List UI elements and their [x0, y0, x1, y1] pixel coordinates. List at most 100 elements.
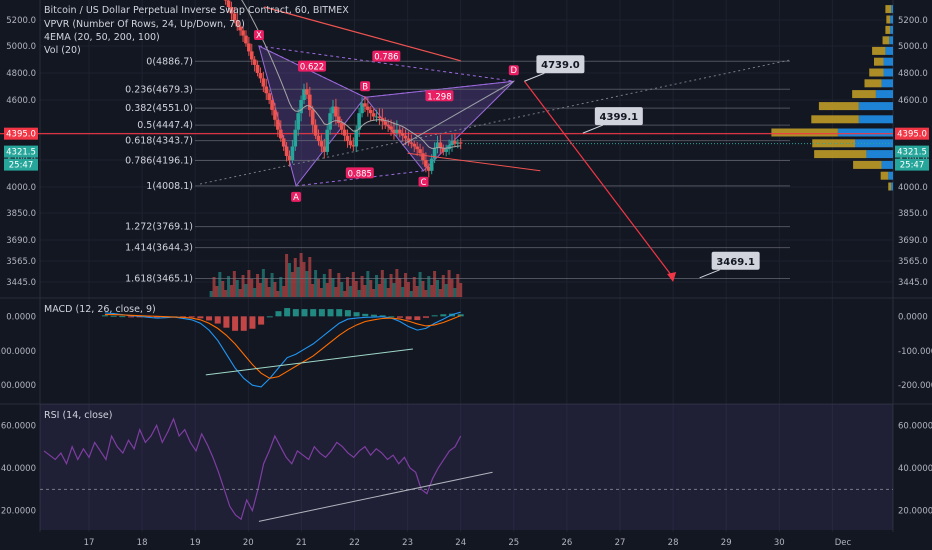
- volume-bar: [221, 281, 225, 297]
- price-right-tick: 3445.0: [898, 278, 928, 288]
- right-red-level-badge-bg: [895, 127, 929, 140]
- candle-body: [331, 106, 335, 114]
- macd-histogram-bar: [414, 316, 421, 321]
- volume-bar: [244, 284, 248, 297]
- macd-histogram-bar: [301, 309, 308, 317]
- left-countdown-badge: 25:47: [9, 161, 34, 171]
- price-right-tick: 4000.0: [898, 183, 928, 193]
- volume-bar: [264, 278, 268, 297]
- volume-bar: [302, 262, 306, 297]
- date-tick: 26: [561, 538, 572, 548]
- candle-body: [261, 78, 266, 87]
- macd-title: MACD (12, 26, close, 9): [44, 304, 156, 315]
- volume-bar: [401, 287, 405, 297]
- volume-bar: [369, 280, 373, 297]
- volume-bar: [317, 279, 321, 297]
- rsi-background-band: [40, 404, 893, 530]
- date-tick: 30: [774, 538, 785, 548]
- ratio-label: 0.885: [348, 169, 372, 179]
- ratio-label: 1.298: [427, 92, 451, 102]
- price-left-tick: 4600.0: [6, 96, 36, 106]
- fib-level-label: 0.786(4196.1): [125, 156, 193, 167]
- target-leader: [524, 72, 545, 82]
- candle-body: [328, 113, 332, 130]
- date-tick: 25: [508, 538, 519, 548]
- vpvr-up-bar: [858, 102, 893, 111]
- volume-bar: [319, 288, 323, 297]
- macd-histogram-bar: [127, 316, 134, 318]
- macd-histogram-bar: [396, 316, 403, 318]
- vpvr-down-bar: [771, 128, 838, 137]
- macd-histogram-bar: [362, 313, 369, 317]
- indicator-ema[interactable]: 4EMA (20, 50, 200, 100): [44, 32, 160, 43]
- volume-bar: [250, 279, 254, 297]
- volume-bar: [406, 282, 410, 297]
- volume-bar: [430, 285, 434, 297]
- price-right-tick: 5000.0: [898, 42, 928, 52]
- vpvr-up-bar: [881, 79, 893, 88]
- volume-bar: [409, 291, 413, 297]
- candle-body: [334, 106, 338, 117]
- indicator-volume[interactable]: Vol (20): [44, 45, 81, 56]
- macd-histogram-bar: [318, 309, 325, 317]
- volume-bar: [285, 254, 289, 297]
- date-tick: Dec: [835, 538, 852, 548]
- target-callout: [536, 55, 585, 74]
- candle-body: [293, 129, 298, 147]
- date-tick: 20: [243, 538, 254, 548]
- candle-body: [458, 142, 463, 144]
- ratio-badge: [345, 167, 374, 179]
- vpvr-up-bar: [888, 171, 893, 180]
- price-right-tick: 5200.0: [898, 16, 928, 26]
- left-red-level-badge: 4395.0: [6, 130, 36, 140]
- vpvr-up-bar: [889, 36, 893, 45]
- price-left-tick: 4800.0: [6, 69, 36, 79]
- candle-body: [400, 133, 405, 136]
- candle-body: [415, 146, 419, 150]
- macd-histogram-bar: [379, 315, 386, 317]
- candle-body: [397, 129, 402, 133]
- pattern-point-badge: [360, 81, 371, 92]
- volume-bar: [314, 270, 318, 297]
- ratio-badge: [298, 60, 327, 72]
- macd-right-tick: -200.0000: [898, 381, 932, 391]
- macd-histogram-bar: [232, 316, 239, 331]
- candle-body: [351, 145, 356, 147]
- price-left-tick: 3445.0: [6, 278, 36, 288]
- macd-right-tick: -100.0000: [898, 347, 932, 357]
- volume-bar: [212, 277, 216, 297]
- volume-bar: [398, 278, 402, 297]
- macd-histogram-bar: [266, 316, 273, 318]
- price-left-tick: 3690.0: [6, 236, 36, 246]
- candle-body: [348, 141, 353, 146]
- indicator-vpvr[interactable]: VPVR (Number Of Rows, 24, Up/Down, 70): [44, 19, 245, 30]
- volume-bar: [389, 274, 393, 297]
- candle-body: [339, 123, 344, 130]
- vpvr-up-bar: [837, 128, 893, 137]
- volume-bar: [215, 286, 219, 297]
- candle-body: [383, 121, 388, 125]
- vpvr-up-bar: [890, 15, 893, 24]
- volume-bar: [412, 277, 416, 297]
- volume-bar: [209, 291, 213, 297]
- pattern-point-label: X: [256, 31, 262, 41]
- candle-body: [229, 7, 234, 14]
- volume-bar: [229, 285, 233, 297]
- target-leader: [582, 124, 604, 134]
- volume-bar: [421, 281, 425, 297]
- volume-bar: [346, 277, 350, 297]
- volume-bar: [305, 271, 309, 297]
- vpvr-up-bar: [885, 46, 893, 55]
- price-left-tick: 5200.0: [6, 16, 36, 26]
- volume-bar: [360, 276, 364, 297]
- volume-bar: [456, 274, 460, 297]
- volume-bar: [351, 272, 355, 297]
- pattern-point-label: C: [421, 178, 427, 188]
- fib-level-label: 0.5(4447.4): [137, 120, 193, 131]
- candle-body: [374, 116, 379, 118]
- candle-body: [424, 160, 428, 167]
- pattern-point-label: B: [362, 82, 368, 92]
- macd-histogram-bar: [223, 316, 230, 328]
- volume-bar: [415, 286, 419, 297]
